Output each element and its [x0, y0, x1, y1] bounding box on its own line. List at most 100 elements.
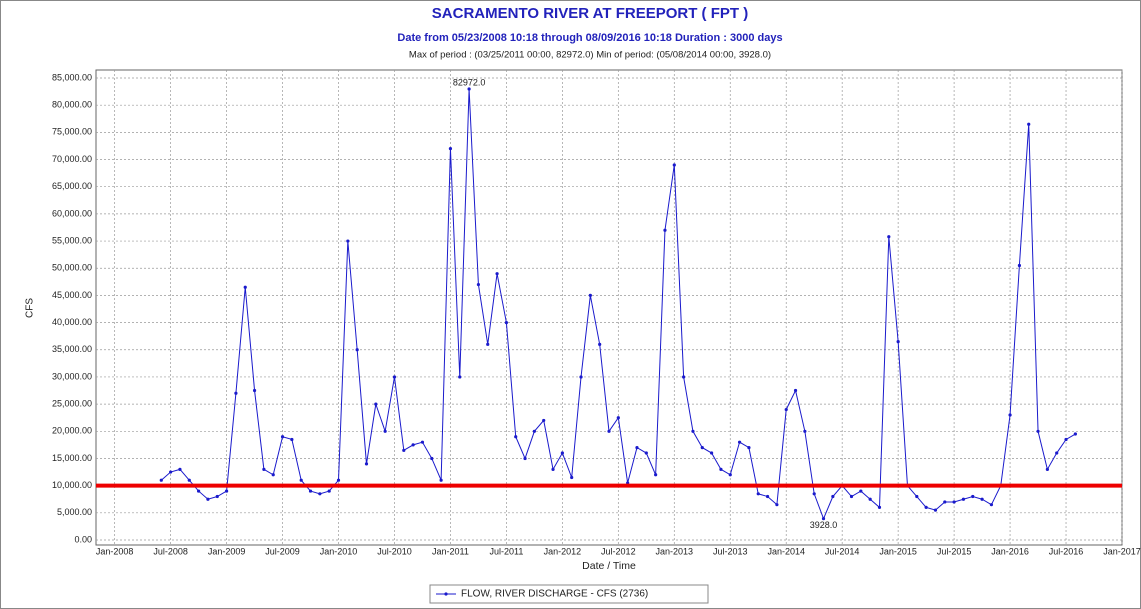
point: [532, 429, 536, 433]
point: [1073, 432, 1077, 436]
point: [476, 282, 481, 287]
point: [654, 473, 658, 477]
point: [915, 494, 919, 499]
point: [224, 489, 229, 493]
point: [868, 497, 872, 501]
y-tick-label: 30,000.00: [52, 371, 92, 381]
point: [392, 375, 397, 379]
point: [989, 503, 994, 507]
point: [588, 293, 592, 298]
x-tick-label: Jul-2012: [601, 546, 636, 556]
x-axis-label: Date / Time: [582, 560, 636, 572]
x-tick-label: Jul-2016: [1049, 546, 1084, 556]
x-tick-label: Jan-2017: [1103, 546, 1141, 556]
point: [719, 467, 723, 471]
point: [672, 163, 676, 167]
x-tick-label: Jul-2008: [153, 546, 188, 556]
point: [971, 494, 975, 499]
x-tick-label: Jan-2008: [96, 546, 134, 556]
point: [1017, 263, 1022, 268]
x-tick-label: Jul-2013: [713, 546, 748, 556]
point: [877, 505, 882, 509]
point: [187, 478, 191, 482]
point: [346, 239, 350, 243]
point: [542, 418, 546, 423]
annotation: 3928.0: [810, 520, 838, 530]
x-tick-label: Jul-2009: [265, 546, 300, 556]
point: [887, 235, 891, 239]
point: [364, 462, 369, 466]
point: [663, 228, 667, 232]
point: [280, 435, 285, 439]
point: [933, 508, 938, 512]
point: [252, 388, 257, 393]
point: [691, 429, 695, 433]
y-tick-label: 70,000.00: [52, 154, 92, 164]
point: [336, 478, 341, 482]
point: [318, 492, 322, 496]
point: [579, 375, 583, 379]
point: [234, 391, 238, 395]
point: [775, 503, 779, 507]
y-tick-label: 85,000.00: [52, 72, 92, 82]
x-tick-label: Jan-2009: [208, 546, 246, 556]
legend-marker: [444, 592, 448, 596]
x-tick-label: Jan-2016: [991, 546, 1029, 556]
point: [169, 470, 173, 474]
point: [411, 443, 415, 447]
point: [448, 147, 453, 151]
point: [243, 285, 247, 289]
point: [728, 473, 732, 477]
point: [793, 388, 798, 393]
legend-box: [429, 584, 709, 604]
chart-subtitle: Date from 05/23/2008 10:18 through 08/09…: [397, 32, 782, 44]
legend-label: FLOW, RIVER DISCHARGE - CFS (2736): [461, 589, 648, 600]
point: [551, 467, 555, 471]
y-tick-label: 35,000.00: [52, 344, 92, 354]
y-tick-label: 50,000.00: [52, 263, 92, 273]
x-tick-label: Jan-2011: [432, 546, 469, 556]
point: [737, 440, 742, 444]
point: [849, 494, 854, 499]
point: [206, 497, 210, 501]
point: [598, 342, 602, 346]
point: [644, 451, 648, 455]
point: [560, 451, 564, 455]
point: [383, 429, 387, 433]
y-tick-label: 55,000.00: [52, 235, 92, 245]
point: [290, 437, 294, 442]
point: [635, 446, 639, 450]
point: [896, 340, 900, 344]
x-tick-label: Jul-2011: [489, 546, 523, 556]
y-tick-label: 20,000.00: [52, 426, 92, 436]
x-tick-label: Jan-2013: [656, 546, 694, 556]
point: [710, 451, 714, 455]
point: [486, 342, 490, 346]
point: [271, 473, 275, 477]
y-tick-label: 40,000.00: [52, 317, 92, 327]
point: [458, 375, 462, 379]
point: [374, 402, 378, 406]
y-tick-label: 80,000.00: [52, 100, 92, 110]
point: [299, 478, 303, 482]
point: [821, 517, 826, 521]
point: [1027, 122, 1031, 126]
point: [178, 467, 182, 471]
annotation: 82972.0: [453, 77, 486, 87]
plot-area: [95, 69, 1123, 546]
point: [1036, 429, 1040, 433]
point: [514, 435, 518, 439]
point: [495, 272, 499, 276]
x-tick-label: Jul-2015: [937, 546, 972, 556]
point: [607, 429, 611, 433]
point: [355, 348, 359, 352]
point: [700, 446, 704, 450]
point: [784, 407, 788, 412]
y-tick-label: 25,000.00: [52, 398, 92, 408]
point: [756, 492, 760, 496]
y-tick-label: 60,000.00: [52, 208, 92, 218]
point: [523, 456, 527, 461]
point: [402, 448, 406, 452]
